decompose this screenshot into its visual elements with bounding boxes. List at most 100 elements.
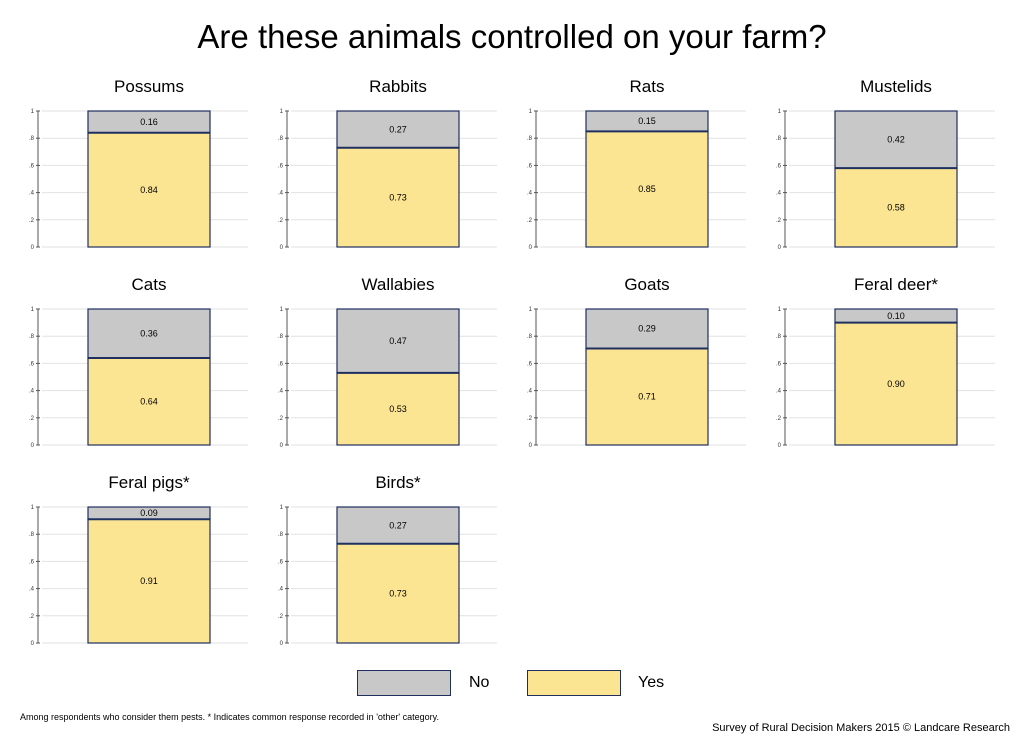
data-label-no: 0.15 [638,116,656,126]
y-tick-label: .8 [278,532,284,538]
y-tick-label: .8 [776,334,782,340]
data-label-no: 0.10 [887,311,905,321]
panel-title: Feral deer* [854,275,938,294]
y-tick-label: .8 [278,334,284,340]
data-label-yes: 0.58 [887,203,905,213]
data-label-yes: 0.64 [140,396,158,406]
panel-title: Goats [624,275,669,294]
y-tick-label: .4 [278,389,284,395]
bar-yes [87,357,211,446]
y-tick-label: .4 [29,587,35,593]
y-tick-label: .4 [776,389,782,395]
y-tick-label: .6 [776,163,782,169]
data-label-no: 0.27 [389,520,407,530]
data-label-yes: 0.84 [140,185,158,195]
y-tick-label: .4 [29,191,35,197]
y-tick-label: 1 [31,109,35,115]
bar-yes [585,347,709,446]
y-tick-label: .4 [776,191,782,197]
bar-no [336,506,460,545]
y-tick-label: .2 [278,614,284,620]
bar-no [336,308,460,374]
data-label-yes: 0.71 [638,392,656,402]
y-tick-label: .2 [29,416,35,422]
y-tick-label: .8 [776,136,782,142]
data-label-no: 0.42 [887,135,905,145]
panel-title: Wallabies [361,275,434,294]
panel-title: Mustelids [860,77,932,96]
bar-no [585,308,709,350]
legend-label-no: No [469,674,490,691]
y-tick-label: 1 [280,307,284,313]
legend-swatch-no [357,670,451,696]
data-label-no: 0.47 [389,336,407,346]
panel-title: Possums [114,77,184,96]
bar-yes [336,543,460,644]
footnote: Among respondents who consider them pest… [20,712,439,722]
y-tick-label: .6 [527,361,533,367]
y-tick-label: .4 [278,587,284,593]
data-label-no: 0.27 [389,124,407,134]
y-tick-label: .4 [29,389,35,395]
y-tick-label: 1 [31,505,35,511]
legend-label-yes: Yes [638,674,665,691]
y-tick-label: .8 [29,334,35,340]
y-tick-label: .6 [776,361,782,367]
data-label-no: 0.36 [140,328,158,338]
panel-title: Rats [630,77,665,96]
data-label-no: 0.29 [638,324,656,334]
data-label-no: 0.16 [140,117,158,127]
y-tick-label: .2 [278,416,284,422]
bar-no [834,110,958,169]
bar-yes [87,132,211,248]
panel-title: Cats [132,275,167,294]
y-tick-label: 1 [529,109,533,115]
data-label-yes: 0.91 [140,576,158,586]
data-label-yes: 0.53 [389,404,407,414]
credit: Survey of Rural Decision Makers 2015 © L… [712,722,1010,734]
y-tick-label: .2 [29,218,35,224]
panel-title: Rabbits [369,77,427,96]
data-label-yes: 0.90 [887,379,905,389]
y-tick-label: .6 [29,163,35,169]
y-tick-label: 0 [529,245,533,251]
y-tick-label: 1 [529,307,533,313]
y-tick-label: .6 [527,163,533,169]
panel-title: Birds* [375,473,421,492]
y-tick-label: .6 [278,361,284,367]
y-tick-label: 0 [280,245,284,251]
y-tick-label: .8 [527,136,533,142]
bar-yes [585,130,709,248]
data-label-yes: 0.73 [389,192,407,202]
y-tick-label: 0 [280,641,284,647]
y-tick-label: 0 [280,443,284,449]
y-tick-label: .2 [278,218,284,224]
y-tick-label: .2 [776,416,782,422]
y-tick-label: 0 [529,443,533,449]
y-tick-label: 1 [280,109,284,115]
legend-swatch-yes [527,670,621,696]
y-tick-label: 0 [31,245,35,251]
y-tick-label: .8 [29,532,35,538]
y-tick-label: .8 [29,136,35,142]
y-tick-label: .2 [527,218,533,224]
y-tick-label: .4 [527,389,533,395]
panel-title: Feral pigs* [108,473,190,492]
y-tick-label: 0 [778,443,782,449]
y-tick-label: .6 [29,361,35,367]
bar-yes [336,372,460,446]
y-tick-label: .2 [776,218,782,224]
y-tick-label: .6 [278,559,284,565]
data-label-yes: 0.73 [389,588,407,598]
bar-yes [87,518,211,644]
y-tick-label: 0 [31,443,35,449]
data-label-no: 0.09 [140,508,158,518]
y-tick-label: 1 [280,505,284,511]
y-tick-label: .6 [29,559,35,565]
bar-yes [336,147,460,248]
y-tick-label: 1 [31,307,35,313]
y-tick-label: .6 [278,163,284,169]
data-label-yes: 0.85 [638,184,656,194]
bar-yes [834,322,958,446]
